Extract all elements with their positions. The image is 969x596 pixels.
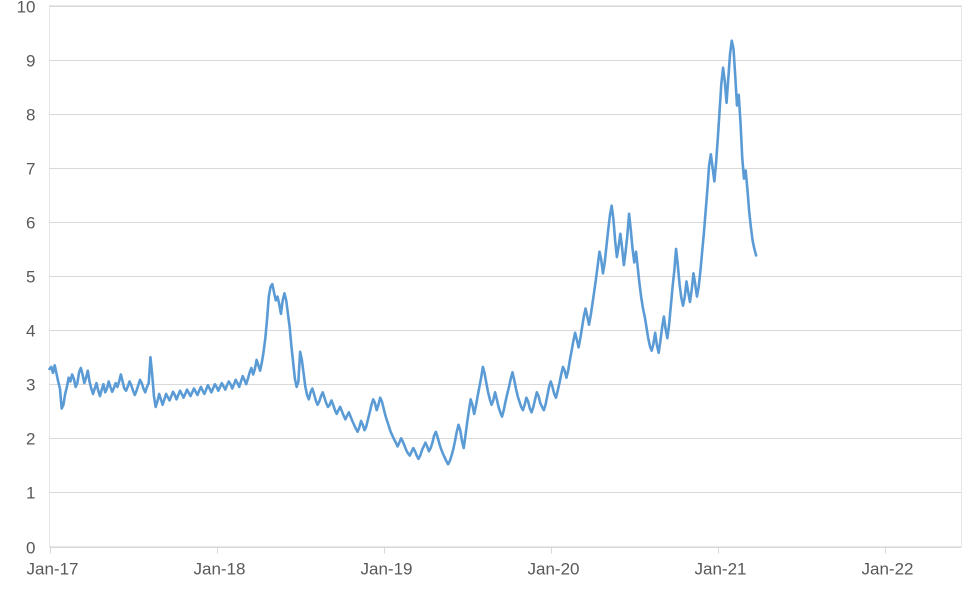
x-tick-label: Jan-18	[194, 560, 246, 579]
y-tick-label: 9	[26, 52, 35, 71]
x-tick-label: Jan-20	[528, 560, 580, 579]
x-tick-label: Jan-22	[862, 560, 914, 579]
y-tick-label: 3	[26, 376, 35, 395]
y-tick-label: 0	[26, 539, 35, 558]
x-axis-tick-labels: Jan-17 Jan-18 Jan-19 Jan-20 Jan-21 Jan-22	[27, 560, 914, 579]
y-gridlines	[49, 5, 962, 549]
y-tick-label: 1	[26, 484, 35, 503]
y-tick-label: 8	[26, 106, 35, 125]
data-series-line	[48, 39, 758, 466]
x-tick-label: Jan-19	[361, 560, 413, 579]
y-tick-label: 4	[26, 322, 35, 341]
y-axis-tick-labels: 0 1 2 3 4 5 6 7 8 9 10	[17, 0, 36, 558]
y-tick-label: 2	[26, 430, 35, 449]
y-tick-label: 10	[17, 0, 36, 17]
x-axis-tick-marks	[49, 546, 887, 554]
x-tick-label: Jan-17	[27, 560, 79, 579]
y-tick-label: 6	[26, 214, 35, 233]
y-tick-label: 5	[26, 268, 35, 287]
y-tick-label: 7	[26, 160, 35, 179]
x-tick-label: Jan-21	[695, 560, 747, 579]
